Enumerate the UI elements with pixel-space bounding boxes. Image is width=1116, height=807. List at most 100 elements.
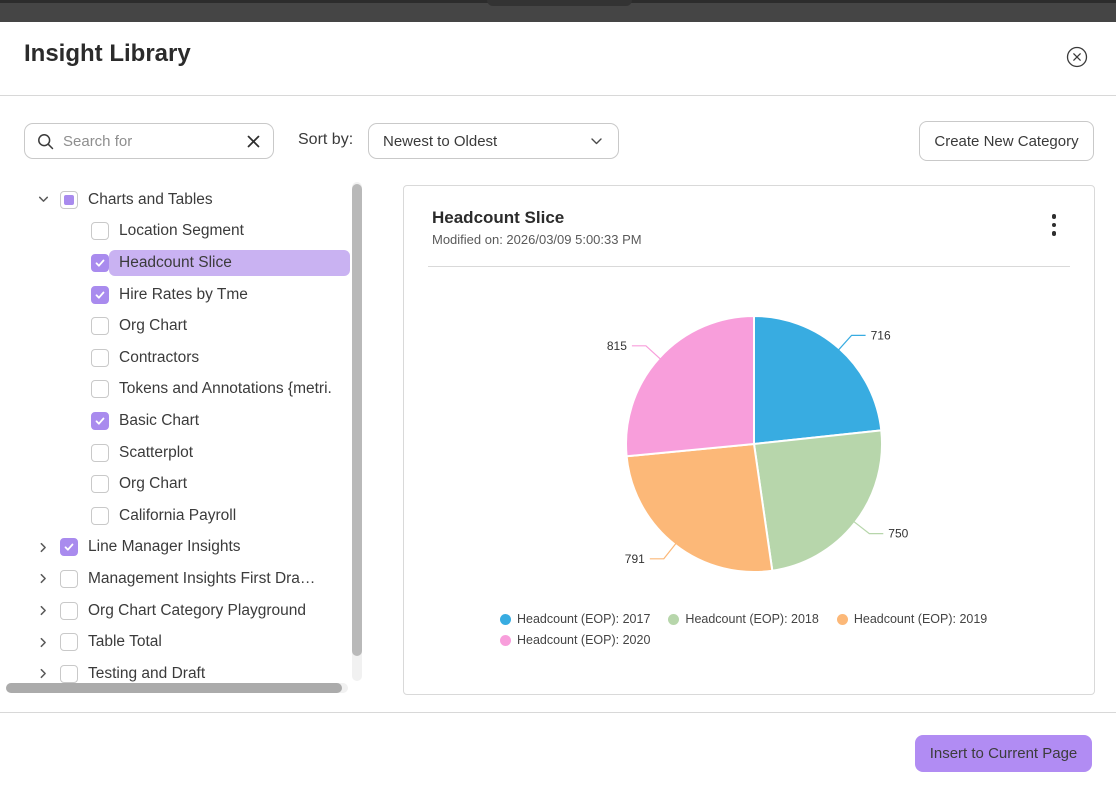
circled-x-icon [1066, 46, 1088, 68]
insight-modified-timestamp: Modified on: 2026/03/09 5:00:33 PM [432, 232, 642, 247]
tree-item-contractors[interactable]: Contractors [6, 342, 350, 374]
sort-select[interactable]: Newest to Oldest [368, 123, 619, 159]
legend-dot-icon [500, 634, 511, 646]
search-input[interactable] [63, 132, 237, 150]
legend-item-2018[interactable]: Headcount (EOP): 2018 [668, 612, 819, 626]
kebab-dot [1051, 222, 1057, 228]
indeterminate-mark [64, 194, 74, 205]
tree-item-label: Basic Chart [119, 411, 200, 429]
legend-item-2019[interactable]: Headcount (EOP): 2019 [836, 612, 988, 626]
tree-vertical-scrollbar-thumb[interactable] [352, 184, 362, 656]
tree-item-label: California Payroll [119, 506, 237, 524]
tree-item-hire-rates-by-tme[interactable]: Hire Rates by Tme [6, 279, 350, 311]
checkbox-org-chart[interactable] [91, 317, 109, 336]
create-new-category-button[interactable]: Create New Category [919, 121, 1094, 161]
checkbox-line-manager-insights[interactable] [60, 538, 78, 557]
insight-preview-card: Headcount Slice Modified on: 2026/03/09 … [403, 185, 1095, 695]
legend-dot-icon [836, 613, 848, 625]
checkbox-testing-and-draft[interactable] [60, 664, 78, 683]
pie-slice-2018[interactable] [753, 429, 883, 572]
legend-dot-icon [500, 613, 511, 625]
footer-divider [0, 712, 1116, 713]
tree-item-label: Hire Rates by Tme [119, 285, 248, 303]
pie-label-leader-2020 [631, 345, 662, 360]
legend-item-2020[interactable]: Headcount (EOP): 2020 [500, 633, 650, 647]
tree-item-org-chart[interactable]: Org Chart [6, 310, 350, 342]
dialog-title: Insight Library [24, 40, 191, 67]
insight-title: Headcount Slice [432, 208, 565, 227]
pie-label-leader-2019 [649, 542, 677, 560]
legend-label: Headcount (EOP): 2017 [517, 612, 651, 626]
tree-item-scatterplot[interactable]: Scatterplot [6, 437, 350, 469]
tree-item-org-chart-category-playground[interactable]: Org Chart Category Playground [6, 595, 350, 627]
tree-item-label: Tokens and Annotations {metri. [119, 380, 332, 398]
tree-item-label: Table Total [88, 633, 162, 651]
tree-item-tokens-and-annotations-metri[interactable]: Tokens and Annotations {metri. [6, 374, 350, 406]
tree-item-label: Management Insights First Dra… [88, 569, 316, 587]
insight-library-dialog: Insight Library Sort by: Newest to Oldes… [0, 22, 1116, 807]
checkbox-california-payroll[interactable] [91, 506, 109, 525]
pie-slice-2019[interactable] [625, 443, 774, 574]
sort-select-value: Newest to Oldest [383, 132, 498, 150]
pie-slice-2020[interactable] [625, 315, 755, 458]
search-icon [38, 133, 54, 149]
checkbox-tokens-and-annotations-metri[interactable] [91, 380, 109, 399]
pie-data-label-2019: 791 [625, 552, 645, 566]
dimmed-browser-chrome [0, 0, 1116, 22]
checkbox-charts-and-tables[interactable] [60, 190, 78, 209]
checkbox-location-segment[interactable] [91, 222, 109, 241]
checkbox-management-insights-first-dra[interactable] [60, 569, 78, 588]
checkbox-org-chart[interactable] [91, 475, 109, 494]
checkbox-contractors[interactable] [91, 348, 109, 367]
tree-item-org-chart[interactable]: Org Chart [6, 468, 350, 500]
tree-item-basic-chart[interactable]: Basic Chart [6, 405, 350, 437]
chevron-down-icon [591, 137, 602, 144]
tree-item-label: Location Segment [119, 222, 244, 240]
chevron-right-icon[interactable] [36, 635, 50, 649]
tree-item-line-manager-insights[interactable]: Line Manager Insights [6, 532, 350, 564]
legend-label: Headcount (EOP): 2020 [517, 633, 651, 647]
chevron-down-icon[interactable] [36, 193, 50, 207]
search-box[interactable] [24, 123, 274, 159]
tree-item-management-insights-first-dra[interactable]: Management Insights First Dra… [6, 563, 350, 595]
legend-label: Headcount (EOP): 2018 [685, 612, 819, 626]
legend-label: Headcount (EOP): 2019 [853, 612, 988, 626]
sort-by-label: Sort by: [298, 131, 354, 148]
checkbox-table-total[interactable] [60, 633, 78, 652]
tree-item-label: Headcount Slice [109, 249, 350, 276]
pie-data-label-2018: 750 [888, 527, 908, 541]
card-divider [428, 266, 1070, 267]
pie-data-label-2020: 815 [607, 339, 627, 353]
tree-item-label: Scatterplot [119, 443, 194, 461]
chart-legend: Headcount (EOP): 2017 Headcount (EOP): 20… [500, 612, 1010, 647]
tree-horizontal-scrollbar-thumb[interactable] [6, 683, 342, 693]
tree-item-table-total[interactable]: Table Total [6, 626, 350, 658]
legend-item-2017[interactable]: Headcount (EOP): 2017 [500, 612, 650, 626]
tree-item-california-payroll[interactable]: California Payroll [6, 500, 350, 532]
checkbox-org-chart-category-playground[interactable] [60, 601, 78, 620]
chevron-right-icon[interactable] [36, 667, 50, 681]
checkbox-scatterplot[interactable] [91, 443, 109, 462]
kebab-dot [1051, 231, 1057, 236]
tree-item-label: Org Chart Category Playground [88, 601, 306, 619]
tree-item-location-segment[interactable]: Location Segment [6, 216, 350, 248]
kebab-menu-button[interactable] [1044, 212, 1064, 238]
tree-vertical-scrollbar-track[interactable] [352, 182, 362, 681]
chevron-right-icon[interactable] [36, 604, 50, 618]
tree-item-headcount-slice[interactable]: Headcount Slice [6, 247, 350, 279]
checkbox-basic-chart[interactable] [91, 411, 109, 430]
tree-item-testing-and-draft[interactable]: Testing and Draft [6, 658, 350, 690]
chevron-right-icon[interactable] [36, 572, 50, 586]
pie-chart: 716 750 791 815 [607, 315, 909, 574]
category-tree: Charts and Tables Location Segment Headcou… [6, 182, 362, 695]
checkbox-hire-rates-by-tme[interactable] [91, 285, 109, 304]
tree-item-label: Charts and Tables [88, 190, 213, 208]
header-divider [0, 95, 1116, 96]
clear-search-icon[interactable] [246, 134, 261, 149]
checkbox-headcount-slice[interactable] [91, 253, 109, 272]
insert-to-current-page-button[interactable]: Insert to Current Page [915, 735, 1092, 772]
tree-item-charts-and-tables[interactable]: Charts and Tables [6, 184, 350, 216]
browser-tab-shape [487, 0, 632, 6]
chevron-right-icon[interactable] [36, 540, 50, 554]
close-button[interactable] [1066, 46, 1088, 68]
